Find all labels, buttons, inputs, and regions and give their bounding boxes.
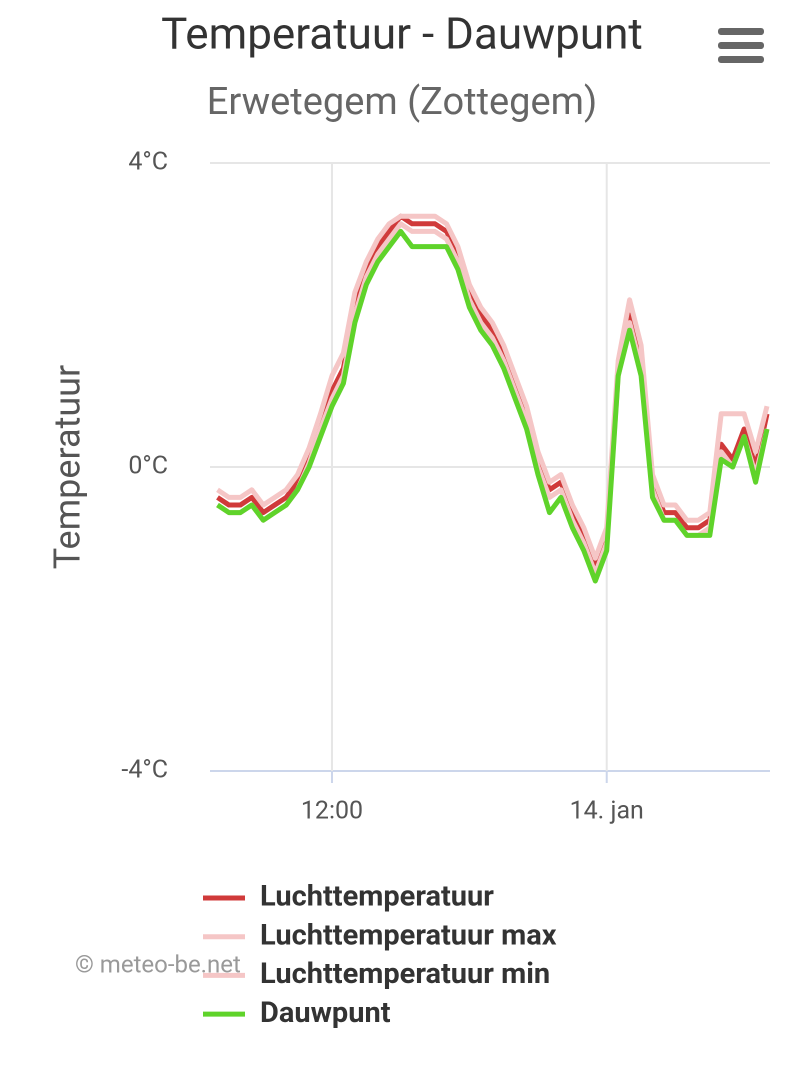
legend-item[interactable]: Luchttemperatuur max bbox=[203, 918, 557, 952]
chart-title: Temperatuur - Dauwpunt bbox=[161, 8, 643, 60]
x-tick-label: 12:00 bbox=[301, 797, 363, 826]
legend-label: Luchttemperatuur max bbox=[260, 918, 557, 952]
chart-subtitle: Erwetegem (Zottegem) bbox=[207, 80, 597, 124]
series-line bbox=[216, 228, 770, 584]
legend-label: Dauwpunt bbox=[260, 996, 391, 1030]
legend-item[interactable]: Luchttemperatuur min bbox=[203, 957, 550, 991]
x-tick-label: 14. jan bbox=[570, 797, 644, 826]
series-line bbox=[216, 213, 770, 561]
menu-bar bbox=[718, 42, 764, 49]
y-tick-label: -4°C bbox=[121, 756, 168, 785]
y-axis-title: Temperatuur bbox=[47, 365, 89, 569]
legend-item[interactable]: Luchttemperatuur bbox=[203, 880, 494, 914]
legend-label: Luchttemperatuur min bbox=[260, 957, 550, 991]
menu-bar bbox=[718, 28, 764, 35]
menu-bar bbox=[718, 56, 764, 63]
legend-label: Luchttemperatuur bbox=[260, 880, 494, 914]
y-tick-label: 4°C bbox=[128, 148, 168, 177]
legend-item[interactable]: Dauwpunt bbox=[203, 996, 391, 1030]
y-tick-label: 0°C bbox=[128, 452, 168, 481]
menu-button[interactable] bbox=[718, 28, 764, 63]
